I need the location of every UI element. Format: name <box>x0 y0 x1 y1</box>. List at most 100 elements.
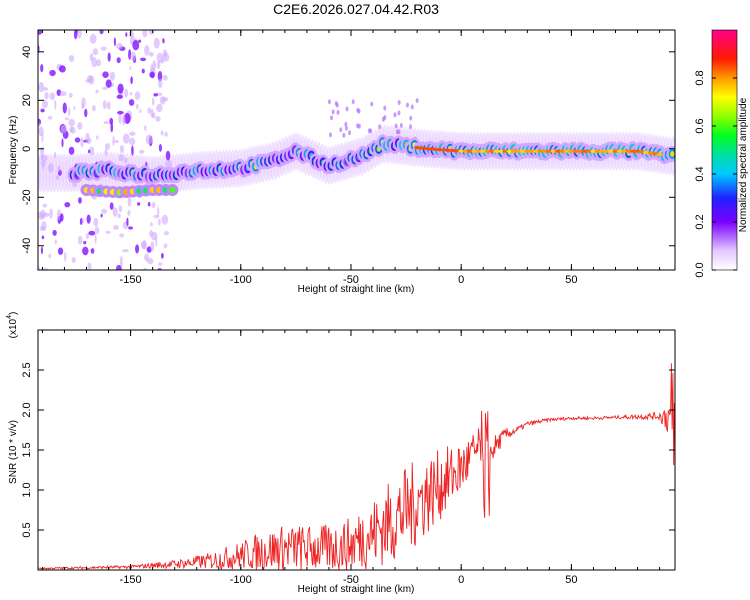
spec-core <box>581 149 588 153</box>
colorbar-label: Normalized spectral amplitude <box>738 97 749 232</box>
spec-noise <box>128 137 136 146</box>
spec-noise <box>38 30 43 35</box>
colorbar-tick-label: 0.4 <box>694 166 706 181</box>
spec-noise <box>86 214 91 224</box>
y-tick-label: 1.0 <box>21 482 33 497</box>
spec-noise <box>397 110 401 116</box>
spec-noise <box>38 122 41 127</box>
spec-noise <box>119 256 123 267</box>
spectrogram-frame <box>37 29 676 271</box>
spec-noise <box>59 91 67 97</box>
spec-noise <box>127 209 131 216</box>
spec-noise <box>153 214 160 219</box>
spec-noise <box>144 125 147 131</box>
y-tick-label: 0 <box>21 146 33 152</box>
spec-core <box>462 149 469 153</box>
spec-core <box>577 149 584 153</box>
colorbar-gradient <box>711 29 738 271</box>
spec-noise <box>41 235 45 240</box>
spec-noise <box>129 66 132 71</box>
y-tick-label: 0.5 <box>21 522 33 537</box>
spec-noise <box>42 163 45 170</box>
spec-noise <box>89 146 95 156</box>
spec-core <box>590 149 597 153</box>
spec-noise <box>329 132 333 138</box>
spec-noise <box>89 33 97 44</box>
spec-noise <box>130 76 133 85</box>
spec-noise <box>85 233 89 240</box>
spec-noise <box>158 143 162 152</box>
spec-noise <box>153 93 158 97</box>
spec-core <box>440 148 447 152</box>
spec-noise <box>81 217 85 224</box>
x-tick-label: 0 <box>458 574 464 586</box>
spec-noise <box>88 230 96 236</box>
spec-core <box>484 149 491 153</box>
spec-noise <box>102 100 107 109</box>
spec-noise <box>73 30 78 40</box>
spec-noise <box>42 203 48 208</box>
spec-core <box>493 149 500 153</box>
spec-noise <box>118 205 123 213</box>
spec-noise <box>330 115 334 121</box>
spec-noise <box>83 240 87 245</box>
spec-core <box>541 149 548 153</box>
spec-noise <box>80 137 84 148</box>
spec-noise <box>93 217 99 227</box>
spec-noise <box>41 221 47 231</box>
spec-noise <box>165 150 171 161</box>
spec-noise <box>67 107 71 117</box>
spec-core <box>444 148 451 152</box>
spec-noise <box>38 82 45 93</box>
spec-core <box>546 149 553 153</box>
spec-core <box>599 149 606 153</box>
spec-noise <box>157 71 163 82</box>
spec-core <box>515 149 522 153</box>
spec-noise <box>124 112 131 124</box>
x-tick-label: -50 <box>343 574 359 586</box>
spec-noise <box>148 51 154 57</box>
spec-core <box>594 149 601 153</box>
spec-core <box>568 149 575 153</box>
spec-noise <box>383 105 387 111</box>
spec-noise <box>123 157 128 164</box>
spec-core <box>480 149 487 153</box>
spec-core <box>656 152 663 157</box>
spec-noise <box>151 97 155 106</box>
spec-noise <box>370 101 374 107</box>
snr-xlabel: Height of straight line (km) <box>298 584 415 595</box>
x-tick-label: -100 <box>230 574 252 586</box>
spec-core <box>467 149 474 153</box>
spec-noise <box>144 44 150 56</box>
spec-noise <box>49 208 53 219</box>
spec-noise <box>130 51 136 62</box>
spec-noise <box>76 30 82 39</box>
spec-noise <box>395 129 399 135</box>
x-tick-label: -150 <box>120 574 142 586</box>
spec-noise <box>112 207 118 217</box>
spec-noise <box>137 202 141 206</box>
spec-core <box>563 149 570 153</box>
spec-noise <box>94 233 97 244</box>
spec-noise <box>87 262 92 270</box>
spec-noise <box>327 99 331 105</box>
colorbar-tick-label: 0.0 <box>694 262 706 277</box>
spec-noise <box>162 74 168 81</box>
spec-noise <box>393 112 397 118</box>
spec-noise <box>117 213 121 219</box>
spec-noise <box>161 214 169 225</box>
spec-noise <box>71 257 76 264</box>
spec-noise <box>102 71 109 78</box>
spec-noise <box>100 213 103 218</box>
spec-noise <box>116 264 122 270</box>
spec-noise <box>62 102 67 114</box>
spec-noise <box>103 120 109 125</box>
spec-noise <box>356 123 360 129</box>
spec-noise <box>348 130 352 136</box>
spec-noise <box>127 226 134 230</box>
spec-noise <box>70 126 76 134</box>
spec-noise <box>114 140 120 144</box>
spec-noise <box>110 122 114 133</box>
spec-noise <box>61 138 64 148</box>
